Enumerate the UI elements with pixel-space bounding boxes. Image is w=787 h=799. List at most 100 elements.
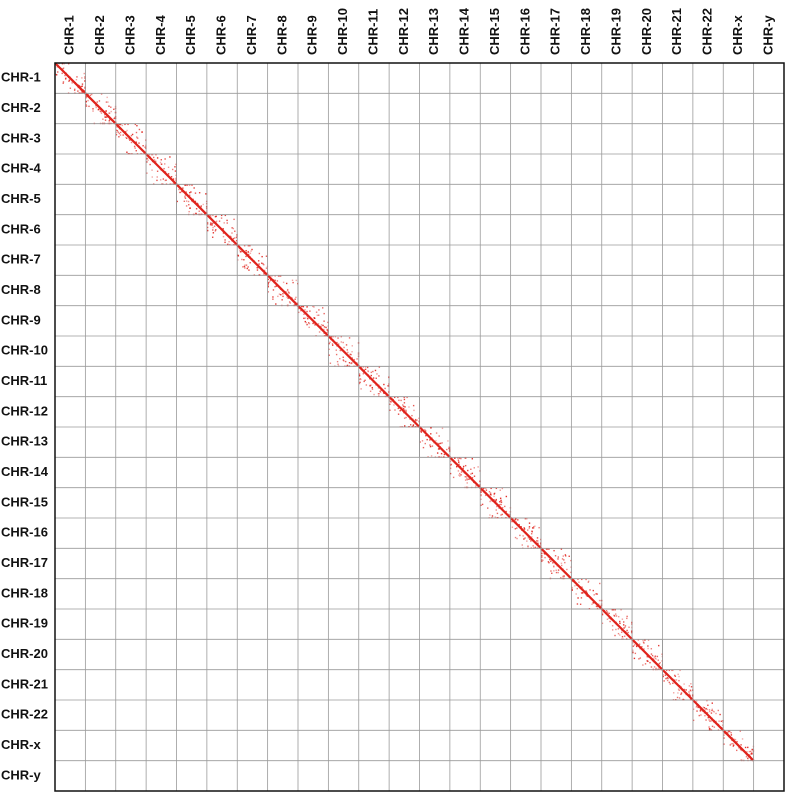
contact-speckle: [195, 208, 198, 210]
contact-speckle: [272, 296, 274, 298]
contact-speckle: [632, 649, 634, 651]
diagonal: [540, 547, 573, 580]
contact-speckle: [242, 266, 244, 268]
contact-speckle: [206, 226, 209, 229]
contact-speckle: [100, 110, 102, 113]
contact-speckle: [496, 512, 499, 515]
contact-speckle: [624, 626, 626, 628]
row-label: CHR-y: [1, 767, 41, 782]
contact-speckle: [83, 72, 85, 75]
contact-block: [449, 456, 482, 489]
contact-speckle: [749, 750, 752, 753]
column-label: CHR-15: [487, 8, 502, 55]
contact-speckle: [662, 674, 664, 676]
contact-speckle: [214, 215, 217, 218]
contact-speckle: [531, 527, 534, 529]
contact-speckle: [265, 255, 268, 257]
contact-speckle: [104, 119, 107, 121]
contact-speckle: [674, 675, 677, 677]
contact-speckle: [234, 230, 236, 232]
contact-speckle: [730, 734, 733, 736]
contact-speckle: [704, 714, 706, 717]
contact-speckle: [505, 510, 508, 513]
contact-speckle: [85, 105, 87, 107]
contact-speckle: [185, 191, 187, 193]
contact-speckle: [280, 275, 282, 277]
contact-speckle: [534, 525, 536, 527]
contact-speckle: [378, 393, 380, 395]
contact-speckle: [261, 255, 263, 258]
contact-speckle: [707, 716, 710, 719]
contact-speckle: [439, 442, 442, 445]
contact-speckle: [511, 520, 513, 523]
contact-speckle: [515, 518, 517, 520]
contact-speckle: [690, 690, 692, 692]
contact-speckle: [247, 245, 249, 247]
contact-speckle: [328, 348, 330, 351]
contact-speckle: [306, 316, 309, 318]
contact-speckle: [647, 647, 649, 650]
contact-speckle: [634, 652, 637, 655]
contact-speckle: [589, 589, 591, 591]
contact-speckle: [249, 262, 251, 264]
contact-speckle: [522, 535, 524, 537]
contact-speckle: [422, 446, 425, 449]
contact-speckle: [118, 123, 121, 126]
contact-speckle: [529, 538, 531, 540]
contact-speckle: [585, 594, 588, 597]
contact-speckle: [493, 495, 495, 498]
contact-speckle: [698, 714, 700, 717]
contact-speckle: [611, 625, 614, 627]
contact-speckle: [557, 571, 559, 574]
contact-speckle: [627, 631, 629, 634]
contact-speckle: [706, 700, 708, 702]
contact-speckle: [339, 357, 341, 360]
contact-speckle: [459, 472, 461, 475]
contact-speckle: [174, 170, 177, 172]
contact-speckle: [680, 686, 682, 688]
contact-block: [479, 486, 512, 519]
frame: [54, 62, 785, 792]
contact-speckle: [405, 416, 407, 419]
contact-speckle: [401, 406, 403, 409]
contact-speckle: [282, 281, 285, 284]
contact-speckle: [339, 349, 341, 352]
contact-speckle: [612, 609, 615, 611]
contact-speckle: [557, 558, 559, 560]
contact-speckle: [635, 645, 638, 648]
contact-speckle: [205, 193, 207, 195]
contact-speckle: [471, 476, 474, 479]
diagonal: [600, 608, 633, 641]
contact-speckle: [608, 612, 610, 615]
contact-speckle: [222, 232, 225, 234]
contact-speckle: [136, 137, 139, 139]
contact-speckle: [519, 534, 521, 537]
contact-speckle: [732, 745, 735, 747]
contact-speckle: [248, 269, 250, 271]
contact-speckle: [267, 281, 270, 284]
contact-speckle: [103, 113, 106, 116]
contact-speckle: [696, 710, 698, 712]
contact-speckle: [571, 586, 573, 589]
contact-speckle: [441, 442, 443, 444]
diagonal: [509, 517, 542, 550]
contact-speckle: [164, 163, 166, 165]
contact-speckle: [750, 753, 752, 755]
column-label: CHR-21: [669, 8, 684, 55]
contact-speckle: [577, 578, 579, 581]
contact-speckle: [211, 222, 213, 225]
contact-speckle: [671, 669, 673, 672]
contact-speckle: [306, 305, 308, 308]
contact-speckle: [555, 569, 557, 571]
contact-speckle: [480, 490, 482, 492]
contact-speckle: [190, 191, 192, 193]
contact-speckle: [360, 366, 362, 368]
contact-speckle: [306, 317, 309, 320]
contact-speckle: [267, 284, 270, 286]
contact-speckle: [446, 448, 448, 451]
contact-speckle: [514, 536, 517, 539]
contact-speckle: [379, 391, 382, 393]
contact-speckle: [613, 615, 616, 617]
column-label: CHR-6: [214, 15, 229, 55]
contact-speckle: [185, 205, 188, 207]
